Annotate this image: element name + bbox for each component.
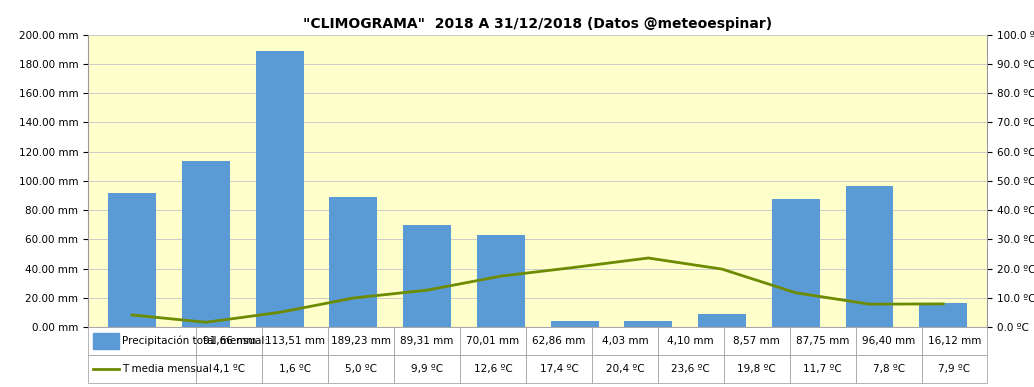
Bar	[477, 235, 525, 327]
Bar	[330, 197, 377, 327]
Bar	[625, 321, 672, 327]
Bar	[919, 303, 967, 327]
Bar	[846, 186, 893, 327]
Bar	[255, 51, 304, 327]
Text: T media mensual: T media mensual	[122, 364, 212, 374]
Bar	[698, 314, 746, 327]
Bar	[109, 193, 156, 327]
Bar	[182, 161, 230, 327]
Bar	[550, 321, 599, 327]
Text: Precipitación total mensual:: Precipitación total mensual:	[122, 336, 268, 346]
Title: "CLIMOGRAMA"  2018 A 31/12/2018 (Datos @meteoespinar): "CLIMOGRAMA" 2018 A 31/12/2018 (Datos @m…	[303, 17, 772, 31]
Bar	[771, 199, 820, 327]
Bar	[403, 225, 451, 327]
